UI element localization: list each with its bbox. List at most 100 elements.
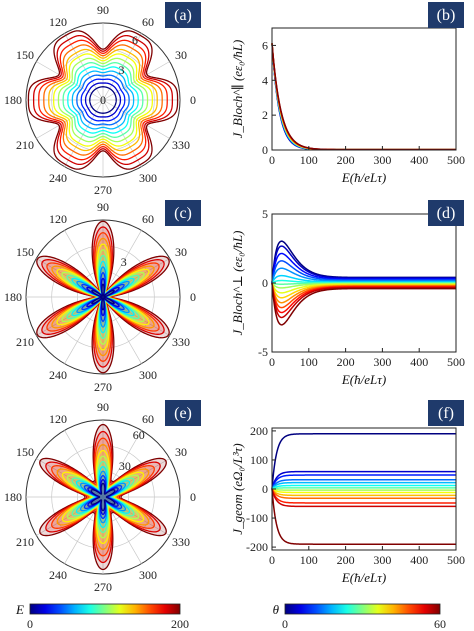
series-line [271, 267, 456, 284]
polar-curve [80, 78, 126, 122]
series-line [271, 282, 456, 319]
series-line [271, 252, 456, 284]
polar-plot-e: 0 30 60 90 120 150 180 210 240 270 300 330 30 60 [4, 400, 196, 594]
angle-tick-label: 210 [16, 138, 34, 152]
radial-tick-label: 3 [118, 63, 124, 77]
y-tick-label: 0 [262, 276, 268, 290]
series-group [271, 433, 456, 545]
grid-spoke [102, 496, 170, 536]
panel-label-box-a [165, 2, 201, 28]
colorbar-label: θ [273, 602, 280, 617]
series-line [271, 488, 456, 508]
x-axis-label: E(ħ/eLτ) [341, 570, 386, 585]
series-line [271, 43, 456, 151]
y-tick-label: 6 [262, 38, 268, 52]
y-axis-label: J_geom (eΩ₀/L³τ) [230, 443, 245, 534]
angle-tick-label: 330 [172, 535, 190, 549]
y-tick-label: 100 [250, 453, 268, 467]
series-line [271, 43, 456, 151]
angle-tick-label: 0 [190, 93, 196, 107]
grid-spoke [64, 230, 104, 298]
angle-tick-label: 330 [172, 335, 190, 349]
polar-curve [39, 423, 167, 571]
polar-curve [27, 30, 179, 170]
angle-tick-label: 30 [175, 245, 187, 259]
angle-tick-label: 0 [190, 290, 196, 304]
x-tick-label: 100 [300, 355, 318, 369]
x-axis-label: E(ħ/eLτ) [341, 372, 386, 387]
polar-curve [71, 460, 135, 534]
y-tick-label: 0 [262, 143, 268, 157]
colorbar-gradient [284, 603, 441, 615]
polar-curve [75, 465, 131, 529]
series-line [271, 43, 456, 151]
angle-tick-label: 150 [16, 245, 34, 259]
x-tick-label: 400 [410, 153, 428, 167]
panel-label-b: (b) [437, 7, 456, 24]
x-tick-label: 300 [373, 355, 391, 369]
series-line [271, 488, 456, 497]
series-line [271, 43, 456, 151]
y-axis-label: J_Bloch^⊥ (eε₀/ħL) [230, 231, 245, 336]
series-line [271, 488, 456, 491]
angle-tick-label: 240 [49, 368, 67, 382]
y-tick-label: 0 [262, 482, 268, 496]
x-tick-label: 200 [337, 153, 355, 167]
panel-label-box-b [428, 2, 464, 28]
grid-spoke [36, 458, 104, 498]
angle-tick-label: 210 [16, 535, 34, 549]
polar-curve [32, 34, 174, 166]
angle-tick-label: 60 [142, 15, 154, 29]
y-tick-label: -200 [246, 540, 268, 554]
y-tick-label: -100 [246, 511, 268, 525]
series-line [271, 43, 456, 151]
angle-tick-label: 180 [4, 290, 22, 304]
series-line [271, 260, 456, 284]
polar-plot-c: 0 30 60 90 120 150 180 210 240 270 300 330 3 [4, 200, 196, 394]
panel-label-d: (d) [437, 205, 456, 222]
colorbar-E: E0 200 [15, 602, 189, 631]
angle-tick-label: 270 [94, 380, 112, 394]
angle-tick-label: 240 [49, 568, 67, 582]
x-tick-label: 400 [410, 355, 428, 369]
series-line [271, 43, 456, 151]
line-plot-f: 0 100 200 300 400 500 -200 -100 0 100 200 E(ħ/eLτ) J… [230, 424, 465, 585]
polar-curve [79, 470, 127, 524]
colorbar-max-label: 200 [171, 617, 189, 631]
polar-curve [38, 39, 168, 161]
x-tick-label: 500 [447, 153, 465, 167]
radial-tick-label: 30 [119, 459, 131, 473]
angle-tick-label: 0 [190, 490, 196, 504]
colorbar-gradient [29, 603, 181, 615]
y-tick-label: 2 [262, 108, 268, 122]
polar-curve [51, 437, 155, 557]
x-tick-label: 200 [337, 553, 355, 567]
series-line [271, 43, 456, 151]
angle-tick-label: 270 [94, 183, 112, 197]
polar-curve [66, 455, 140, 539]
colorbar-max-label: 60 [434, 617, 446, 631]
angle-tick-label: 180 [4, 93, 22, 107]
series-line [271, 474, 456, 490]
grid-spoke [64, 296, 104, 364]
grid-spoke [102, 230, 142, 298]
angle-tick-label: 120 [49, 212, 67, 226]
polar-curve [71, 70, 135, 130]
angle-tick-label: 30 [175, 445, 187, 459]
radial-tick-label: 3 [121, 255, 127, 269]
series-line [271, 433, 456, 490]
series-group [271, 240, 456, 326]
panel-label-box-f [428, 400, 464, 426]
angle-tick-label: 90 [97, 3, 109, 17]
x-tick-label: 400 [410, 553, 428, 567]
series-line [271, 488, 456, 500]
series-line [271, 470, 456, 490]
x-tick-label: 0 [269, 153, 275, 167]
series-line [271, 481, 456, 490]
series-line [271, 43, 456, 151]
polar-curve [43, 44, 163, 156]
series-line [271, 487, 456, 490]
angle-tick-label: 30 [175, 48, 187, 62]
